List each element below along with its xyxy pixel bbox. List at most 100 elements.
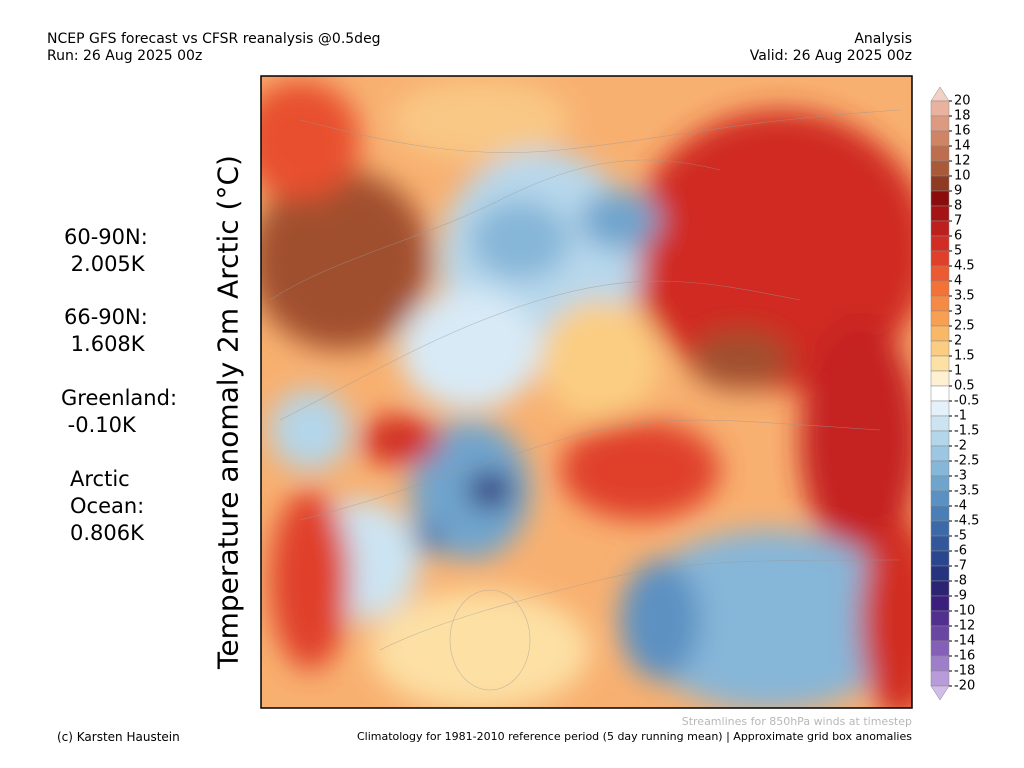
colorbar-box (930, 580, 950, 597)
colorbar-box (930, 160, 950, 177)
colorbar-label: 2.5 (954, 319, 975, 334)
colorbar-label: -1 (954, 409, 967, 424)
footnote: Streamlines for 850hPa winds at timestep (681, 715, 912, 728)
colorbar-box (930, 445, 950, 462)
colorbar-box (930, 370, 950, 387)
title-line: Valid: 26 Aug 2025 00z (749, 48, 912, 64)
colorbar-label: 18 (954, 109, 971, 124)
colorbar-box (930, 385, 950, 402)
colorbar-label: 12 (954, 154, 971, 169)
colorbar-box (930, 235, 950, 252)
colorbar-box (930, 520, 950, 537)
colorbar-label: 1.5 (954, 349, 975, 364)
colorbar-box (930, 475, 950, 492)
colorbar-label: -1.5 (954, 424, 979, 439)
stat-label: 60-90N: (64, 225, 148, 249)
colorbar-label: -10 (954, 604, 975, 619)
colorbar-box (930, 625, 950, 642)
colorbar-box (930, 535, 950, 552)
colorbar-box (930, 340, 950, 357)
footnote: Climatology for 1981-2010 reference peri… (356, 730, 912, 743)
colorbar-label: 4 (954, 274, 962, 289)
colorbar-label: -6 (954, 544, 967, 559)
colorbar-label: 0.5 (954, 379, 975, 394)
colorbar-box (930, 145, 950, 162)
colorbar-box (930, 490, 950, 507)
colorbar-label: -2 (954, 439, 967, 454)
colorbar-label: -12 (954, 619, 975, 634)
stat-label: Greenland: (61, 386, 178, 410)
colorbar-label: 20 (954, 94, 971, 109)
colorbar-box (930, 100, 950, 117)
colorbar-box (930, 655, 950, 672)
colorbar-label: -14 (954, 634, 975, 649)
colorbar-box (930, 250, 950, 267)
colorbar-box (930, 640, 950, 657)
colorbar-box (930, 175, 950, 192)
colorbar-label: 9 (954, 184, 962, 199)
colorbar-label: -18 (954, 664, 975, 679)
colorbar-label: 10 (954, 169, 971, 184)
colorbar-label: -3.5 (954, 484, 979, 499)
colorbar-box (930, 310, 950, 327)
colorbar-label: -4.5 (954, 514, 979, 529)
colorbar-box (930, 190, 950, 207)
colorbar-label: 7 (954, 214, 962, 229)
title-line: NCEP GFS forecast vs CFSR reanalysis @0.… (47, 31, 381, 47)
stat-value: 2.005K (64, 252, 145, 276)
colorbar-box (930, 265, 950, 282)
colorbar-label: 4.5 (954, 259, 975, 274)
colorbar-label: -3 (954, 469, 967, 484)
colorbar-box (930, 670, 950, 687)
colorbar-label: 16 (954, 124, 971, 139)
colorbar-label: 5 (954, 244, 962, 259)
colorbar-label: -8 (954, 574, 967, 589)
colorbar-label: 8 (954, 199, 962, 214)
title-line: Run: 26 Aug 2025 00z (47, 48, 203, 64)
colorbar-box (930, 280, 950, 297)
colorbar-label: -9 (954, 589, 967, 604)
colorbar-box (930, 460, 950, 477)
colorbar-label: 14 (954, 139, 971, 154)
colorbar-box (930, 220, 950, 237)
title-line: Analysis (854, 31, 912, 47)
colorbar-label: 1 (954, 364, 962, 379)
colorbar-box (930, 130, 950, 147)
colorbar-box (930, 565, 950, 582)
stat-label: Arctic (70, 467, 130, 491)
colorbar-box (930, 295, 950, 312)
colorbar-box (930, 550, 950, 567)
colorbar-label: 3.5 (954, 289, 975, 304)
stat-label: 66-90N: (64, 305, 148, 329)
colorbar-box (930, 610, 950, 627)
colorbar-box (930, 115, 950, 132)
stat-value: -0.10K (61, 413, 136, 437)
colorbar-box (930, 325, 950, 342)
stat-value: Ocean: (70, 494, 145, 518)
colorbar-label: -16 (954, 649, 975, 664)
colorbar-label: -4 (954, 499, 967, 514)
colorbar-label: -0.5 (954, 394, 979, 409)
colorbar-label: 3 (954, 304, 962, 319)
colorbar-arrow (930, 86, 950, 102)
colorbar-label: -20 (954, 679, 975, 694)
credit: (c) Karsten Haustein (57, 730, 180, 744)
colorbar-label: -5 (954, 529, 967, 544)
stat-value: 1.608K (64, 332, 145, 356)
colorbar-label: -2.5 (954, 454, 979, 469)
colorbar-box (930, 430, 950, 447)
colorbar-box (930, 415, 950, 432)
colorbar-box (930, 505, 950, 522)
colorbar-box (930, 595, 950, 612)
anomaly-map (261, 76, 912, 708)
colorbar-label: -7 (954, 559, 967, 574)
colorbar: 201816141210987654.543.532.521.510.5-0.5… (930, 86, 979, 701)
colorbar-box (930, 205, 950, 222)
colorbar-label: 6 (954, 229, 962, 244)
colorbar-label: 2 (954, 334, 962, 349)
colorbar-box (930, 400, 950, 417)
colorbar-box (930, 355, 950, 372)
stat-value: 0.806K (70, 521, 144, 545)
colorbar-arrow (930, 685, 950, 701)
